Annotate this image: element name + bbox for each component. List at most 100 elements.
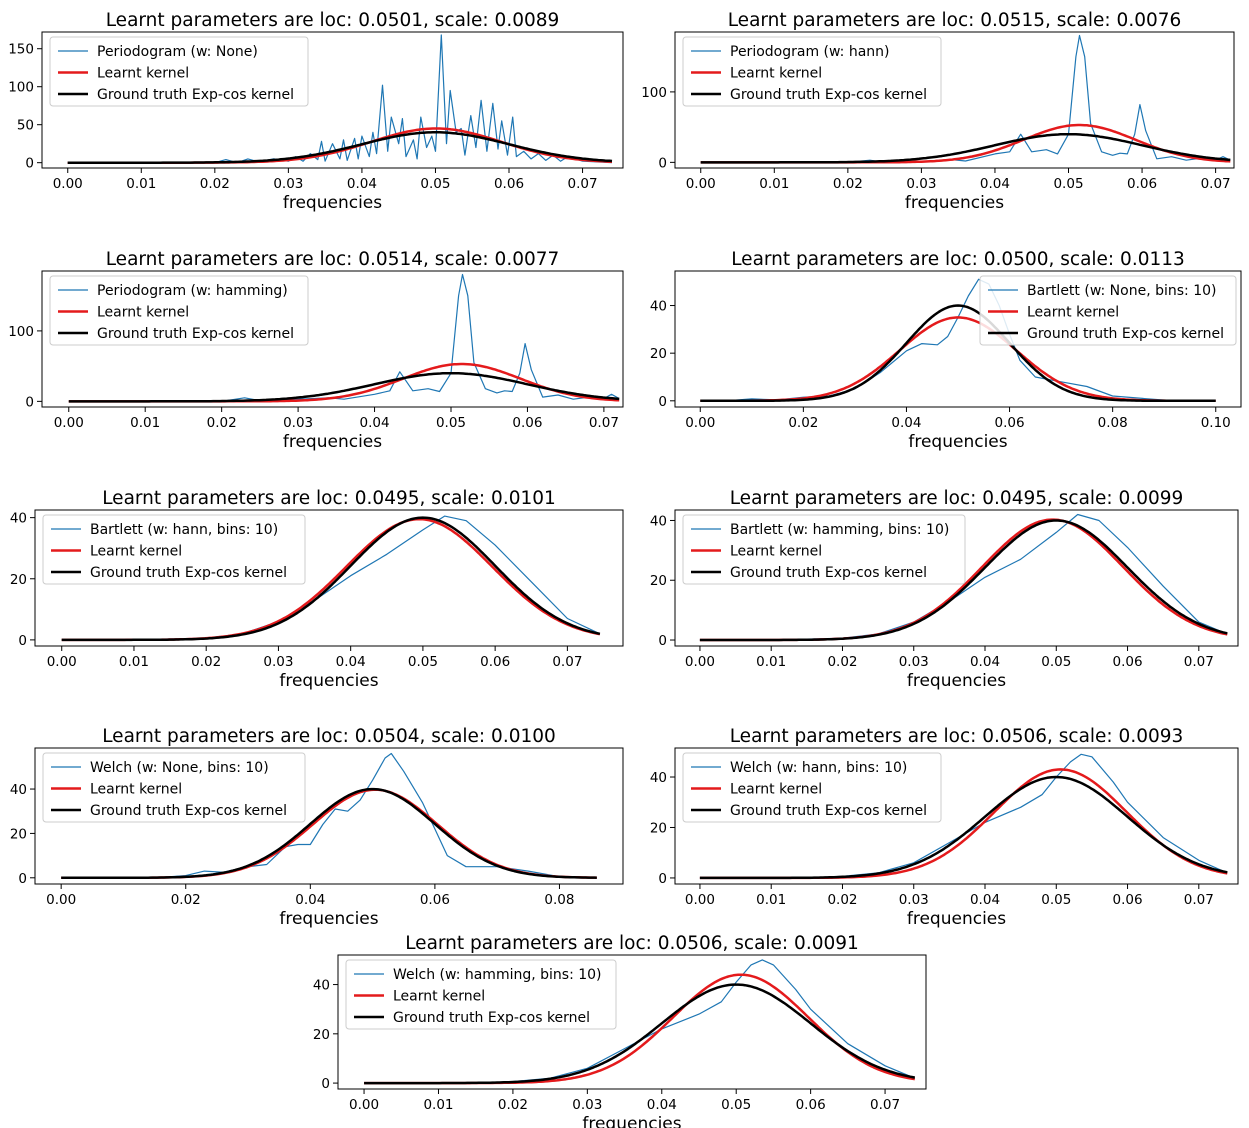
chart-5-xlabel: frequencies: [279, 671, 378, 691]
chart-4-xtick-label: 0.04: [891, 415, 921, 431]
chart-1-legend-box: [49, 36, 309, 107]
chart-2: Learnt parameters are loc: 0.0515, scale…: [641, 10, 1235, 213]
chart-3: Learnt parameters are loc: 0.0514, scale…: [8, 249, 624, 452]
chart-8-xtick-label: 0.01: [756, 892, 786, 908]
chart-4-ytick-label: 20: [650, 346, 667, 362]
chart-8-axes-frame: [674, 747, 1239, 885]
chart-3-legend: Periodogram (w: hamming) Learnt kernel Gro…: [49, 275, 309, 346]
chart-9-axes-frame: [337, 954, 927, 1090]
chart-2-xtick-label: 0.04: [980, 176, 1010, 192]
chart-8-xtick-label: 0.05: [1041, 892, 1071, 908]
chart-1-title: Learnt parameters are loc: 0.0501, scale…: [106, 10, 560, 31]
chart-3-xtick-label: 0.06: [512, 415, 542, 431]
chart-6-xtick-label: 0.00: [685, 654, 715, 670]
chart-8-xtick-label: 0.03: [899, 892, 929, 908]
chart-5-lines: [61, 515, 601, 642]
chart-4-title: Learnt parameters are loc: 0.0500, scale…: [731, 249, 1185, 270]
chart-2-xtick-label: 0.02: [833, 176, 863, 192]
chart-4-legend-box: [979, 275, 1237, 346]
chart-7-ytick-label: 20: [10, 826, 27, 842]
chart-9-ytick-label: 0: [321, 1076, 330, 1092]
chart-9-xlabel: frequencies: [582, 1114, 681, 1128]
chart-5-ytick-label: 0: [18, 633, 27, 649]
chart-3-axes-frame: [41, 270, 624, 408]
chart-1-legend-label-estimate: Periodogram (w: None): [97, 44, 258, 60]
chart-1-xtick-label: 0.05: [420, 176, 450, 192]
chart-8-xlabel: frequencies: [907, 909, 1006, 929]
chart-2-legend-label-truth: Ground truth Exp-cos kernel: [730, 87, 927, 103]
chart-4-series-truth: [700, 304, 1216, 403]
chart-4-xtick-label: 0.10: [1201, 415, 1231, 431]
chart-7-axes-frame: [34, 747, 624, 885]
chart-9-xtick-label: 0.00: [349, 1097, 379, 1113]
chart-3-xtick-label: 0.01: [130, 415, 160, 431]
chart-1: Learnt parameters are loc: 0.0501, scale…: [8, 10, 624, 213]
chart-7-xtick-label: 0.06: [420, 892, 450, 908]
chart-8-ytick-label: 0: [658, 871, 667, 887]
chart-9: Learnt parameters are loc: 0.0506, scale…: [313, 933, 927, 1128]
chart-1-xlabel: frequencies: [283, 193, 382, 213]
chart-7-ytick-label: 0: [18, 871, 27, 887]
chart-2-legend: Periodogram (w: hann) Learnt kernel Ground…: [682, 36, 942, 107]
chart-3-xtick-label: 0.05: [436, 415, 466, 431]
chart-1-axes-frame: [41, 31, 624, 169]
chart-3-xtick-label: 0.03: [283, 415, 313, 431]
chart-9-ytick-label: 40: [313, 978, 330, 994]
chart-3-legend-label-estimate: Periodogram (w: hamming): [97, 283, 288, 299]
chart-3-legend-box: [49, 275, 309, 346]
chart-3-series-truth: [68, 371, 620, 403]
chart-4-xtick-label: 0.00: [685, 415, 715, 431]
chart-6-xtick-label: 0.06: [1113, 654, 1143, 670]
chart-5-ytick-label: 20: [10, 572, 27, 588]
chart-5-xtick-label: 0.01: [119, 654, 149, 670]
chart-6-series-truth: [699, 519, 1228, 642]
chart-8-ytick-label: 40: [650, 770, 667, 786]
chart-8-legend-label-truth: Ground truth Exp-cos kernel: [730, 803, 927, 819]
chart-8-xtick-label: 0.04: [970, 892, 1000, 908]
chart-4-xtick-label: 0.02: [788, 415, 818, 431]
chart-2-lines: [700, 34, 1231, 164]
chart-5-title: Learnt parameters are loc: 0.0495, scale…: [102, 488, 556, 509]
chart-7-legend-label-estimate: Welch (w: None, bins: 10): [90, 760, 269, 776]
chart-9-legend: Welch (w: hamming, bins: 10) Learnt kerne…: [345, 959, 617, 1030]
chart-9-title: Learnt parameters are loc: 0.0506, scale…: [405, 933, 859, 954]
chart-1-series-truth: [67, 131, 613, 164]
chart-1-lines: [67, 34, 613, 164]
chart-2-series-truth: [700, 132, 1231, 164]
chart-3-lines: [68, 273, 620, 403]
chart-4-lines: [700, 278, 1216, 403]
chart-6-xtick-label: 0.01: [756, 654, 786, 670]
chart-4-ytick-label: 0: [658, 394, 667, 410]
chart-4: Learnt parameters are loc: 0.0500, scale…: [650, 249, 1242, 452]
chart-7: Learnt parameters are loc: 0.0504, scale…: [10, 726, 624, 929]
chart-5-legend-label-learnt: Learnt kernel: [90, 544, 182, 560]
chart-3-legend-label-truth: Ground truth Exp-cos kernel: [97, 326, 294, 342]
chart-2-legend-label-learnt: Learnt kernel: [730, 66, 822, 82]
chart-4-axes-frame: [674, 270, 1242, 408]
chart-2-xtick-label: 0.07: [1201, 176, 1231, 192]
chart-4-xlabel: frequencies: [908, 432, 1007, 452]
chart-9-ytick-label: 20: [313, 1027, 330, 1043]
chart-9-xtick-label: 0.04: [647, 1097, 677, 1113]
chart-4-xtick-label: 0.08: [1098, 415, 1128, 431]
chart-4-legend-label-learnt: Learnt kernel: [1027, 305, 1119, 321]
chart-9-xtick-label: 0.02: [498, 1097, 528, 1113]
chart-4-ytick-label: 40: [650, 299, 667, 315]
chart-1-legend-label-truth: Ground truth Exp-cos kernel: [97, 87, 294, 103]
chart-5-legend-label-estimate: Bartlett (w: hann, bins: 10): [90, 522, 278, 538]
chart-6-lines: [699, 513, 1228, 642]
chart-1-legend-label-learnt: Learnt kernel: [97, 66, 189, 82]
chart-9-xtick-label: 0.01: [423, 1097, 453, 1113]
chart-1-ytick-label: 0: [25, 156, 34, 172]
chart-4-legend-label-estimate: Bartlett (w: None, bins: 10): [1027, 283, 1217, 299]
chart-9-xtick-label: 0.05: [721, 1097, 751, 1113]
chart-6-xtick-label: 0.04: [970, 654, 1000, 670]
chart-6-legend-box: [682, 514, 966, 585]
chart-7-lines: [61, 752, 597, 880]
chart-9-xtick-label: 0.06: [796, 1097, 826, 1113]
chart-6-ytick-label: 40: [650, 513, 667, 529]
chart-4-legend-label-truth: Ground truth Exp-cos kernel: [1027, 326, 1224, 342]
chart-2-axes-frame: [674, 31, 1235, 169]
chart-2-legend-label-estimate: Periodogram (w: hann): [730, 44, 890, 60]
chart-7-xlabel: frequencies: [279, 909, 378, 929]
